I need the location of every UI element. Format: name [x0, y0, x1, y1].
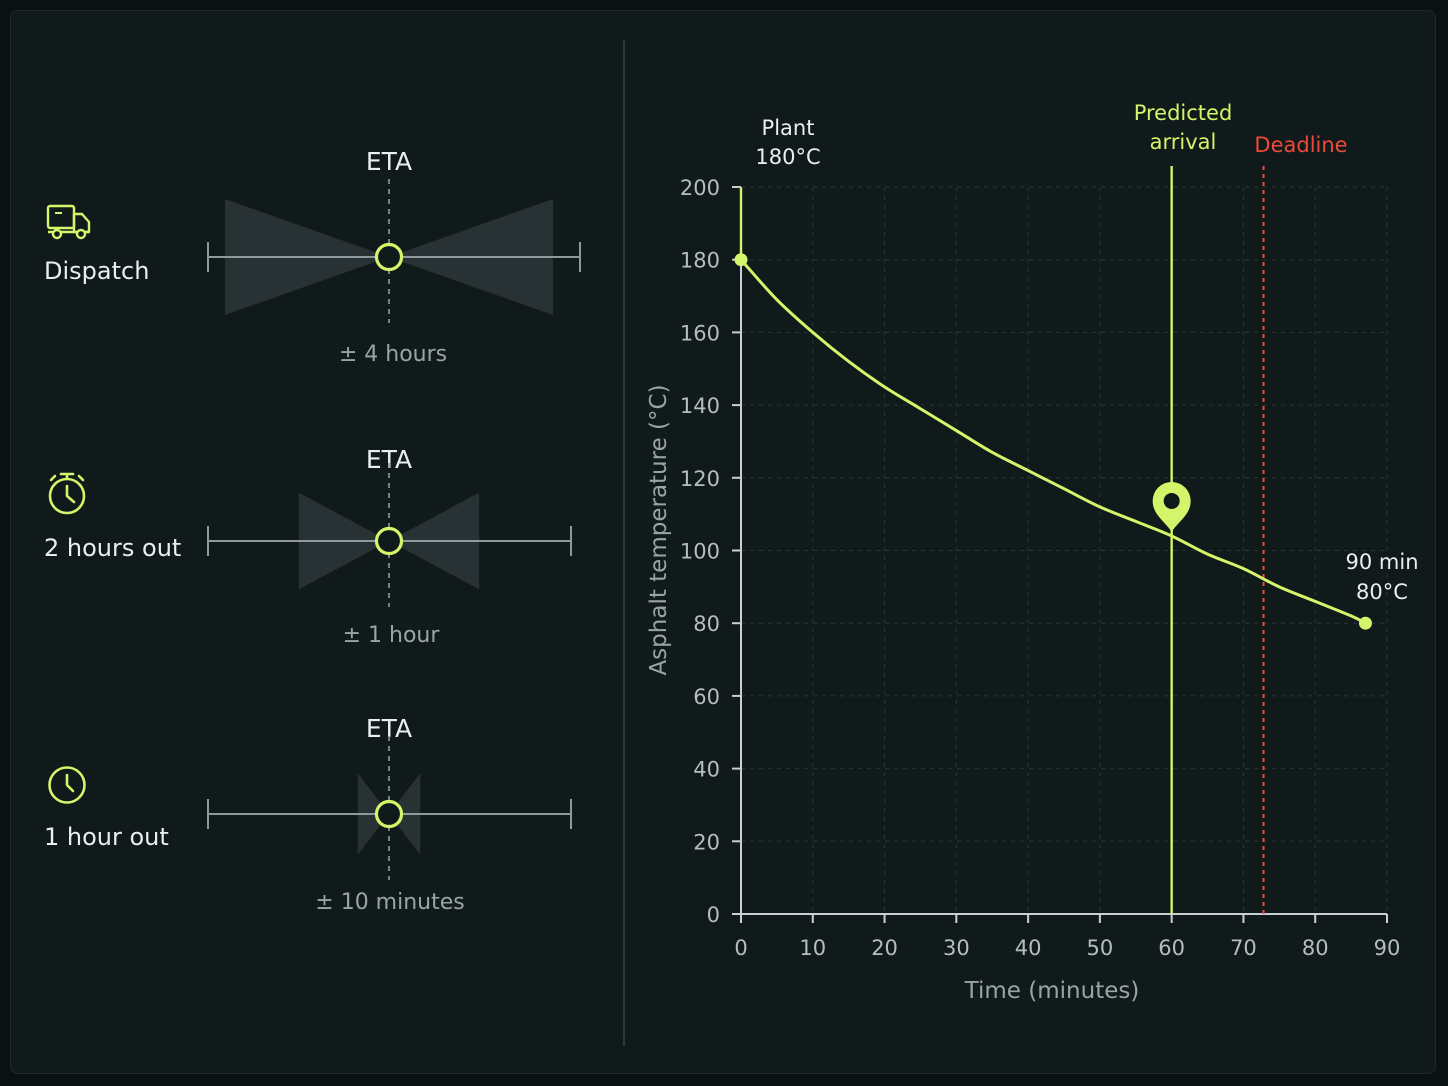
- eta-label: ETA: [366, 445, 412, 474]
- map-pin-icon: [1152, 481, 1191, 532]
- eta-label: ETA: [366, 147, 412, 176]
- pin-hole: [1163, 492, 1180, 509]
- row-label: Dispatch: [44, 257, 149, 285]
- eta-marker: [374, 526, 404, 556]
- start-label-line1: Plant: [762, 116, 815, 140]
- chart-axes: [732, 186, 1388, 923]
- x-tick-labels: 0 10 20 30 40 50 60 70 80 90: [734, 936, 1400, 960]
- truck-icon: [46, 204, 91, 240]
- temperature-curve: [739, 258, 1367, 625]
- row-label: 2 hours out: [44, 534, 181, 562]
- y-tick-label: 200: [680, 176, 720, 200]
- start-point: [734, 253, 748, 267]
- end-point: [1358, 616, 1372, 630]
- eta-marker: [374, 242, 404, 272]
- uncertainty-label: ± 4 hours: [339, 342, 447, 367]
- x-axis-label: Time (minutes): [964, 978, 1140, 1004]
- stopwatch-icon: [48, 472, 86, 515]
- uncertainty-label: ± 10 minutes: [315, 890, 464, 915]
- row-label: 1 hour out: [44, 823, 169, 851]
- uncertainty-label: ± 1 hour: [343, 623, 441, 648]
- eta-row-1-hour-out: 1 hour out ETA ± 10 minutes: [44, 714, 572, 915]
- start-label-line2: 180°C: [755, 145, 820, 169]
- x-tick-label: 90: [1374, 936, 1401, 960]
- y-tick-label: 80: [693, 612, 720, 636]
- deadline-label: Deadline: [1254, 133, 1347, 157]
- x-tick-label: 40: [1015, 936, 1042, 960]
- x-tick-label: 20: [871, 936, 898, 960]
- predicted-arrival-label-line2: arrival: [1150, 130, 1217, 154]
- y-tick-label: 120: [680, 467, 720, 491]
- y-tick-labels: 0 20 40 60 80 100 120 140 160 180 200: [680, 176, 720, 927]
- eta-marker: [374, 799, 404, 829]
- temperature-chart: 0 10 20 30 40 50 60 70 80 90 0 20 40 60 80 100 120 140 16…: [646, 101, 1419, 1004]
- y-tick-label: 180: [680, 249, 720, 273]
- predicted-arrival-label-line1: Predicted: [1134, 101, 1233, 125]
- y-tick-label: 40: [693, 758, 720, 782]
- y-tick-label: 0: [707, 903, 720, 927]
- eta-uncertainty-bowtie: [207, 463, 572, 607]
- y-axis-label: Asphalt temperature (°C): [646, 384, 672, 675]
- x-tick-label: 0: [734, 936, 747, 960]
- eta-row-2-hours-out: 2 hours out ETA ± 1 hour: [44, 445, 572, 648]
- y-tick-label: 160: [680, 321, 720, 345]
- end-label-line1: 90 min: [1346, 550, 1419, 574]
- eta-row-dispatch: Dispatch ETA ± 4 hours: [44, 147, 581, 367]
- x-tick-label: 60: [1158, 936, 1185, 960]
- y-tick-label: 60: [693, 685, 720, 709]
- x-tick-label: 80: [1302, 936, 1329, 960]
- eta-uncertainty-bowtie: [207, 736, 572, 880]
- x-tick-label: 50: [1087, 936, 1114, 960]
- y-tick-label: 140: [680, 394, 720, 418]
- chart-grid: [741, 186, 1388, 914]
- x-tick-label: 30: [943, 936, 970, 960]
- end-label-line2: 80°C: [1356, 580, 1408, 604]
- x-tick-label: 70: [1230, 936, 1257, 960]
- x-tick-label: 10: [799, 936, 826, 960]
- y-tick-label: 100: [680, 540, 720, 564]
- eta-uncertainty-bowtie: [207, 179, 581, 323]
- clock-icon: [48, 766, 86, 804]
- y-tick-label: 20: [693, 830, 720, 854]
- chart-markers: [734, 166, 1372, 914]
